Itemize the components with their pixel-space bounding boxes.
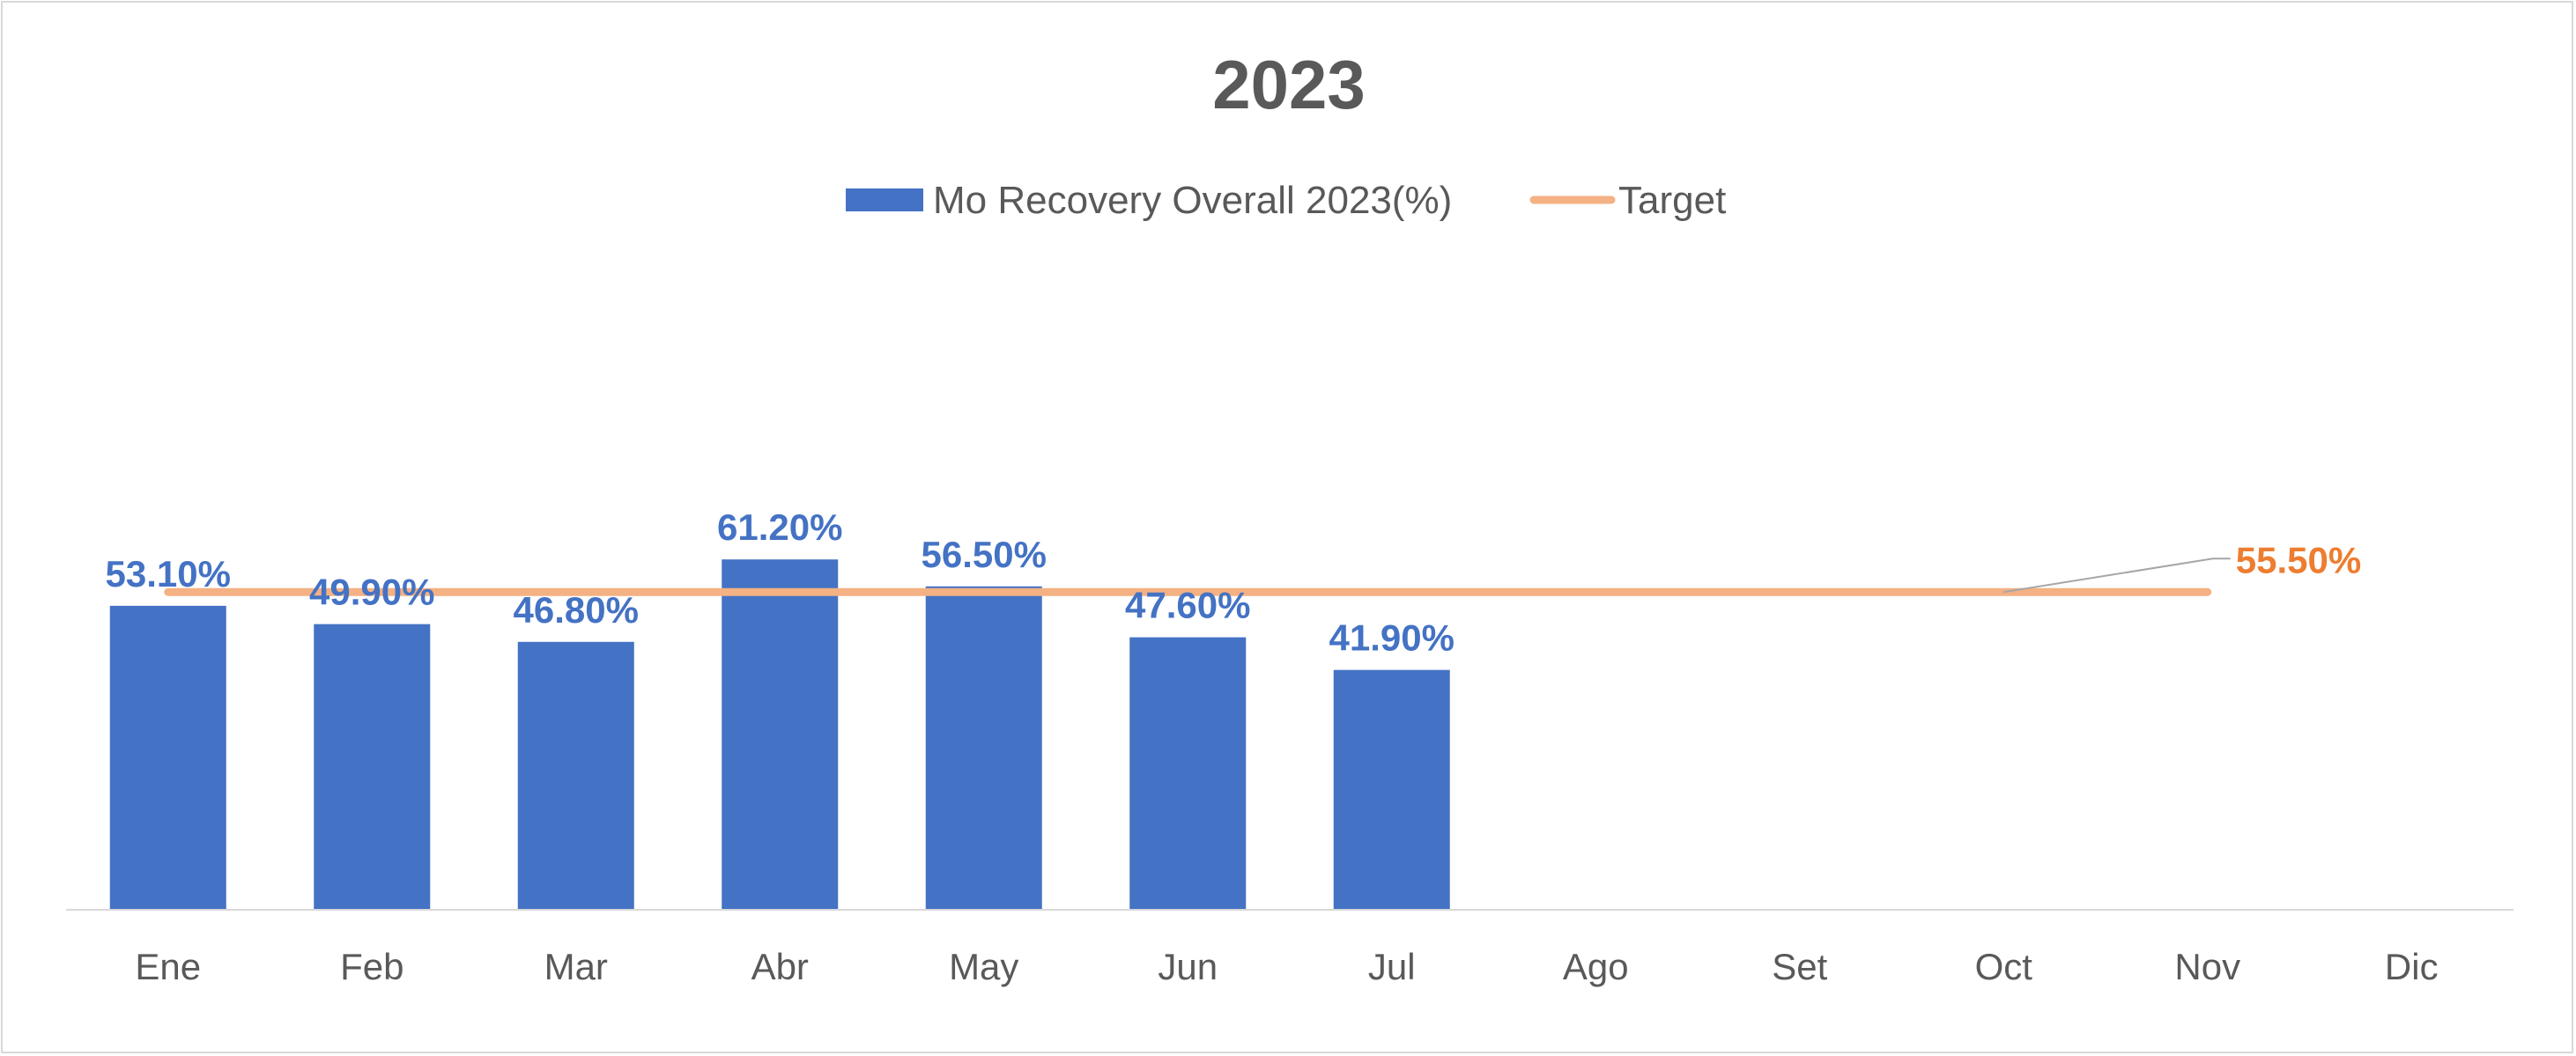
x-tick-label-jul: Jul [1368, 946, 1416, 987]
bar-may [925, 586, 1042, 910]
x-tick-label-dic: Dic [2385, 946, 2439, 987]
data-labels-layer: 53.10% 49.90% 46.80% 61.20% 56.50% 47.60% 41.9… [106, 506, 2362, 658]
target-label-leader [2003, 558, 2231, 594]
x-tick-label-nov: Nov [2174, 946, 2240, 987]
bar-jul [1333, 669, 1450, 910]
bars-layer [109, 559, 1450, 910]
target-data-label: 55.50% [2236, 539, 2361, 580]
bar-data-label-ene: 53.10% [106, 553, 231, 594]
x-tick-label-mar: Mar [544, 946, 608, 987]
x-tick-label-abr: Abr [751, 946, 809, 987]
bar-data-label-feb: 49.90% [309, 572, 434, 613]
legend: Mo Recovery Overall 2023(%) Target [846, 179, 1726, 222]
bar-abr [722, 559, 839, 910]
bar-ene [109, 605, 226, 910]
chart-svg: 2023 Mo Recovery Overall 2023(%) Target … [66, 46, 2513, 987]
chart-title: 2023 [1212, 46, 1366, 123]
bar-data-label-abr: 61.20% [717, 506, 842, 548]
x-tick-label-feb: Feb [340, 946, 403, 987]
bar-mar [517, 641, 634, 910]
bar-jun [1129, 637, 1247, 910]
bar-data-label-may: 56.50% [922, 534, 1047, 575]
legend-target-label: Target [1618, 179, 1726, 222]
x-tick-label-ene: Ene [135, 946, 201, 987]
bar-data-label-mar: 46.80% [514, 589, 639, 631]
bar-data-label-jul: 41.90% [1329, 617, 1455, 659]
legend-bar-label: Mo Recovery Overall 2023(%) [933, 179, 1452, 222]
bar-feb [314, 624, 431, 910]
x-axis-ticks: Ene Feb Mar Abr May Jun Jul Ago Set Oct Nov Dic [135, 946, 2438, 987]
x-tick-label-oct: Oct [1975, 946, 2033, 987]
x-tick-label-ago: Ago [1563, 946, 1629, 987]
legend-bar-swatch [846, 188, 923, 211]
x-tick-label-set: Set [1772, 946, 1827, 987]
x-tick-label-may: May [949, 946, 1018, 987]
bar-data-label-jun: 47.60% [1125, 585, 1250, 626]
x-tick-label-jun: Jun [1158, 946, 1218, 987]
target-layer [164, 558, 2231, 596]
